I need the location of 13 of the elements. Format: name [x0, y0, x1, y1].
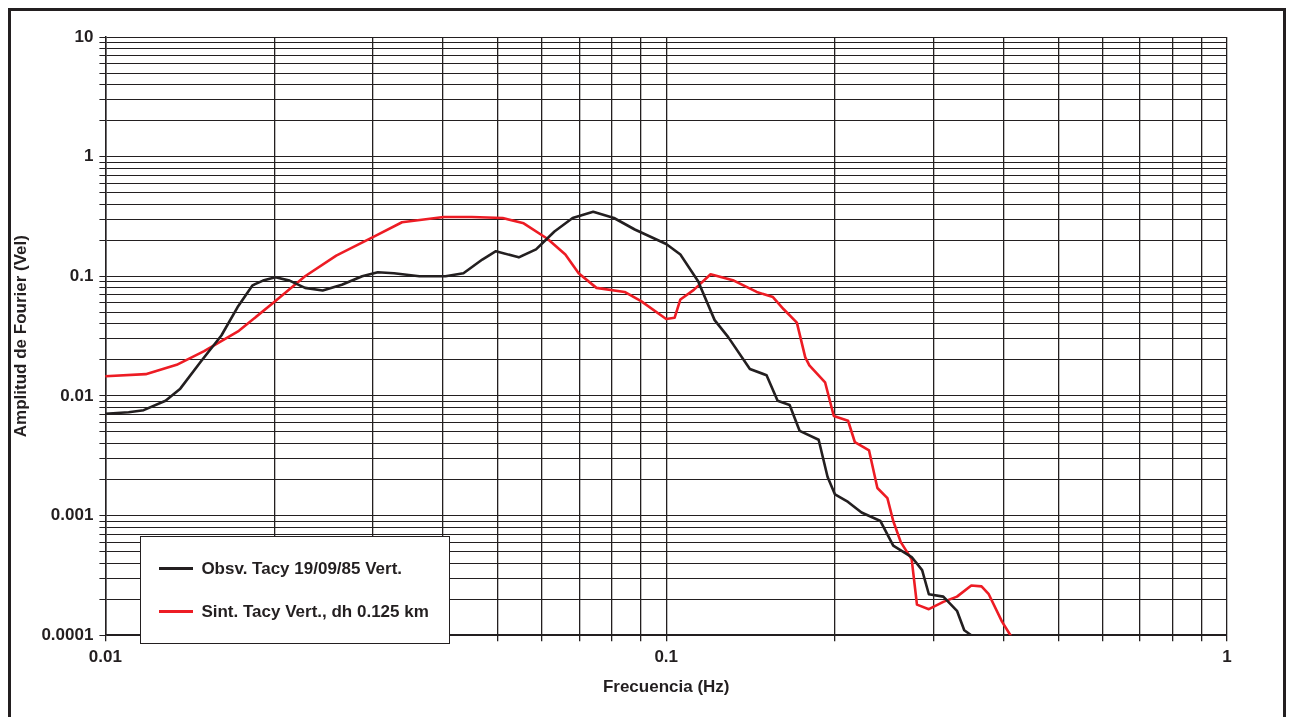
y-axis-title: Amplitud de Fourier (Vel): [10, 235, 30, 438]
y-tick-label: 1: [83, 146, 94, 166]
y-tick-label: 0.1: [69, 265, 94, 285]
y-tick-label: 0.0001: [41, 624, 94, 644]
x-axis-title: Frecuencia (Hz): [602, 677, 730, 697]
legend-label: Obsv. Tacy 19/09/85 Vert.: [201, 558, 403, 579]
x-tick-label: 0.1: [654, 647, 679, 667]
x-tick-label: 1: [1222, 647, 1232, 667]
x-tick-label: 0.01: [88, 647, 122, 667]
y-tick-label: 0.01: [60, 385, 94, 405]
y-tick-label: 0.001: [50, 505, 94, 525]
y-tick-label: 10: [74, 26, 94, 46]
legend-label: Sint. Tacy Vert., dh 0.125 km: [201, 601, 429, 622]
